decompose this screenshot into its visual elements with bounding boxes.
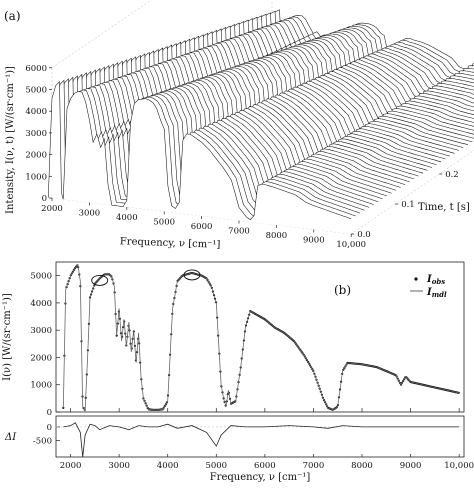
panel-b-y-tick-label: 4000 (30, 299, 52, 309)
panel-b-residual-frame (56, 416, 464, 457)
panel-a-frequency-tick-label: 9000 (303, 236, 325, 246)
panel-b-label: (b) (334, 283, 351, 297)
panel-a-label: (a) (4, 9, 21, 23)
panel-a-intensity-ticks: 0 1000 2000 3000 4000 5000 6000 (25, 64, 52, 204)
panel-a-frequency-tick-label: 8000 (266, 231, 288, 241)
panel-b-x-tick-label: 9000 (400, 461, 422, 471)
panel-b: (b) 0 1000 2000 3000 4000 5000 0 -500 2000 3000… (2, 262, 474, 483)
panel-b-x-ticks: 2000 3000 4000 5000 6000 7000 8000 9000 10,000 (60, 408, 474, 471)
panel-b-ellipse-annotations (92, 270, 200, 286)
panel-b-x-tick-label: 4000 (157, 461, 179, 471)
panel-a-frequency-tick-label: 5000 (153, 218, 175, 228)
panel-a-time-label: Time, t [s] (418, 202, 470, 213)
panel-b-y-tick-label: 2000 (30, 353, 52, 363)
panel-a-intensity-tick-label: 1000 (25, 172, 47, 182)
panel-a: (a) 0 1000 2000 3000 4000 5000 6000 2000 3000 40… (4, 0, 474, 251)
panel-b-x-tick-label: 8000 (351, 461, 373, 471)
legend-mdl-label: Imdl (426, 287, 447, 299)
panel-a-frequency-tick-label: 2000 (41, 204, 63, 214)
panel-b-x-tick-label: 10,000 (444, 461, 474, 471)
legend-obs-marker (414, 277, 417, 280)
panel-b-model-line (63, 265, 459, 411)
panel-b-y-ticks: 0 1000 2000 3000 4000 5000 (30, 272, 60, 418)
panel-b-residual-tick-label: -500 (33, 437, 52, 447)
panel-b-y-tick-label: 5000 (30, 272, 52, 282)
panel-b-y-label: I(ν) [W/(sr·cm⁻¹)] (2, 293, 13, 381)
panel-b-plot-frame (56, 262, 464, 412)
panel-a-intensity-tick-label: 5000 (25, 86, 47, 96)
panel-a-frequency-tick-label: 6000 (191, 222, 213, 232)
panel-a-time-tick-label: 0.0 (357, 230, 371, 240)
panel-b-x-tick-label: 2000 (60, 461, 82, 471)
legend-obs-label: Iobs (426, 274, 445, 286)
panel-a-frequency-label: Frequency, ν [cm⁻¹] (120, 236, 221, 251)
panel-a-time-tick-label: 0.2 (445, 170, 459, 180)
panel-b-residual-line (63, 423, 459, 457)
panel-b-y-tick-label: 0 (47, 408, 52, 418)
panel-a-frequency-tick-label: 4000 (116, 213, 138, 223)
panel-b-residual-series (63, 423, 459, 457)
panel-b-x-tick-label: 5000 (205, 461, 227, 471)
panel-a-intensity-tick-label: 0 (42, 194, 47, 204)
panel-b-x-label: Frequency, ν [cm⁻¹] (210, 472, 311, 483)
panel-a-intensity-tick-label: 6000 (25, 64, 47, 74)
panel-a-frequency-tick-label: 10,000 (336, 240, 366, 250)
panel-b-model-series (63, 265, 459, 411)
panel-b-x-tick-label: 7000 (303, 461, 325, 471)
panel-a-intensity-label: Intensity, I(ν, t) [W/(sr·cm⁻¹)] (5, 66, 16, 214)
panel-b-x-tick-label: 3000 (108, 461, 130, 471)
panel-a-time-tick-label: 0.1 (401, 200, 415, 210)
panel-b-residual-label: ΔI (4, 432, 17, 443)
legend: Iobs Imdl (410, 274, 447, 299)
panel-a-frequency-tick-label: 3000 (79, 209, 101, 219)
panel-b-residual-ticks: 0 -500 (33, 423, 464, 447)
panel-b-y-tick-label: 3000 (30, 326, 52, 336)
panel-b-ellipse-annotation (92, 275, 108, 285)
panel-a-intensity-tick-label: 2000 (25, 151, 47, 161)
panel-b-residual-tick-label: 0 (47, 423, 52, 433)
panel-b-y-tick-label: 1000 (30, 381, 52, 391)
panel-a-frequency-tick-label: 7000 (228, 227, 250, 237)
panel-a-intensity-tick-label: 4000 (25, 107, 47, 117)
panel-b-x-tick-label: 6000 (254, 461, 276, 471)
panel-a-intensity-tick-label: 3000 (25, 129, 47, 139)
